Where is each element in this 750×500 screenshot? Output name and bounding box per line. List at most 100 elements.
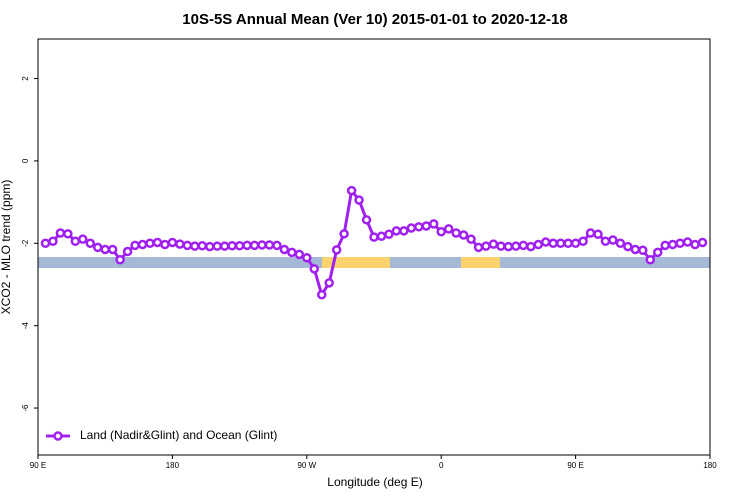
data-point: [249, 240, 260, 251]
data-point: [294, 249, 305, 260]
data-point: [555, 238, 566, 249]
data-point: [182, 240, 193, 251]
data-point: [70, 236, 81, 246]
x-tick-label: 90 E: [30, 461, 46, 470]
data-point: [518, 240, 529, 251]
x-tick-label: 180: [166, 461, 180, 470]
data-point: [145, 238, 155, 249]
data-point: [428, 219, 439, 229]
data-point: [100, 244, 110, 255]
data-point: [458, 230, 469, 240]
data-point: [488, 239, 499, 249]
data-point: [152, 237, 163, 248]
data-point: [92, 242, 103, 253]
data-point: [399, 226, 409, 236]
data-point: [242, 240, 252, 251]
data-point: [540, 237, 551, 247]
x-tick-label: 90 W: [297, 461, 316, 470]
data-point: [369, 232, 379, 242]
data-point: [652, 247, 663, 258]
y-tick-label: -4: [21, 322, 30, 330]
data-point: [85, 238, 96, 249]
data-point: [563, 238, 573, 249]
data-point: [667, 239, 678, 250]
data-point: [503, 241, 514, 252]
data-point: [331, 245, 342, 255]
data-point: [578, 236, 588, 246]
data-point: [585, 228, 596, 238]
data-point: [212, 241, 222, 251]
data-point: [115, 255, 125, 265]
y-tick-label: 0: [21, 158, 30, 163]
data-point: [219, 241, 230, 251]
data-point: [496, 241, 506, 251]
data-point: [638, 245, 648, 256]
data-point: [339, 229, 349, 239]
data-point: [122, 246, 133, 257]
data-point: [608, 235, 618, 245]
data-point: [234, 241, 245, 251]
x-tick-label: 90 E: [567, 461, 583, 470]
data-point: [175, 239, 185, 249]
data-point: [473, 242, 484, 253]
data-point: [391, 226, 402, 236]
data-point: [593, 229, 603, 239]
legend-label: Land (Nadir&Glint) and Ocean (Glint): [80, 428, 277, 442]
data-point: [630, 244, 641, 255]
data-point: [451, 228, 461, 238]
y-axis-label: XCO2 - MLO trend (ppm): [0, 180, 13, 315]
data-point: [63, 229, 73, 239]
plot-frame: [37, 38, 711, 456]
land-band: [322, 257, 390, 268]
data-point: [511, 241, 521, 251]
chart-title: 10S-5S Annual Mean (Ver 10) 2015-01-01 t…: [182, 11, 567, 28]
data-point: [660, 240, 670, 251]
data-point: [55, 228, 66, 238]
data-point: [227, 241, 237, 251]
data-point: [279, 244, 290, 255]
data-point: [137, 239, 148, 250]
data-point: [615, 238, 626, 249]
data-point: [421, 221, 432, 231]
data-point: [376, 231, 387, 242]
data-point: [533, 239, 544, 250]
data-point: [167, 237, 178, 248]
data-point: [272, 240, 282, 251]
data-point: [40, 238, 51, 249]
data-point: [481, 241, 491, 251]
data-point: [600, 236, 611, 246]
data-point: [436, 227, 446, 237]
data-point: [287, 247, 297, 258]
data-point: [570, 238, 581, 249]
data-point: [406, 223, 417, 233]
x-axis-label: Longitude (deg E): [327, 475, 422, 489]
legend-marker: [53, 431, 63, 441]
data-point: [302, 252, 312, 263]
data-point: [697, 237, 708, 248]
data-point: [160, 239, 170, 250]
data-point: [324, 278, 334, 288]
data-point: [690, 239, 700, 250]
data-point: [346, 185, 357, 196]
data-point: [264, 240, 275, 250]
y-tick-label: -6: [21, 404, 30, 412]
data-point: [48, 236, 58, 246]
y-tick-label: 2: [21, 76, 30, 81]
data-point: [443, 224, 454, 234]
data-point: [197, 241, 208, 251]
data-point: [623, 241, 633, 252]
y-tick-label: -2: [21, 239, 30, 247]
data-point: [204, 241, 215, 252]
data-point: [190, 241, 200, 251]
data-point: [316, 290, 327, 300]
data-point: [107, 244, 118, 255]
data-point: [682, 237, 693, 247]
data-point: [645, 255, 656, 265]
data-point: [257, 240, 267, 250]
x-tick-label: 180: [703, 461, 717, 470]
data-point: [526, 241, 536, 252]
x-tick-label: 0: [439, 461, 444, 470]
data-point: [548, 238, 558, 249]
